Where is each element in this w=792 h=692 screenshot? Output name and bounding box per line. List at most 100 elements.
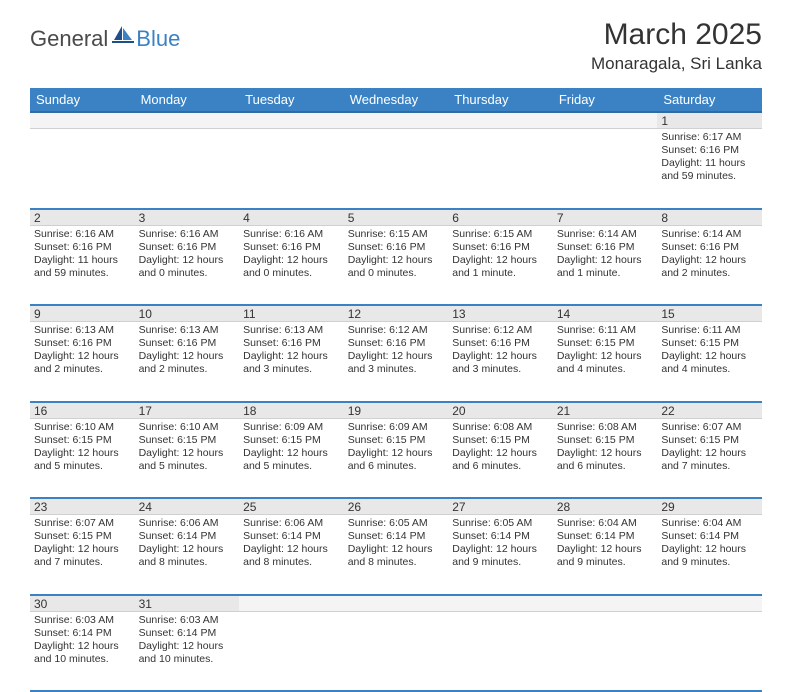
day-number: 31 bbox=[135, 595, 240, 612]
daylight-text: Daylight: 12 hours and 4 minutes. bbox=[557, 350, 654, 376]
sunset-text: Sunset: 6:16 PM bbox=[348, 337, 445, 350]
day-number: 11 bbox=[239, 305, 344, 322]
day-number: 3 bbox=[135, 209, 240, 226]
content-row: Sunrise: 6:17 AMSunset: 6:16 PMDaylight:… bbox=[30, 129, 762, 209]
day-number: 5 bbox=[344, 209, 449, 226]
sunset-text: Sunset: 6:16 PM bbox=[661, 144, 758, 157]
daylight-text: Daylight: 12 hours and 2 minutes. bbox=[34, 350, 131, 376]
sunset-text: Sunset: 6:16 PM bbox=[557, 241, 654, 254]
day-content: Sunrise: 6:12 AMSunset: 6:16 PMDaylight:… bbox=[344, 322, 449, 402]
daynum-row: 23242526272829 bbox=[30, 498, 762, 515]
day-number: 28 bbox=[553, 498, 658, 515]
daylight-text: Daylight: 12 hours and 0 minutes. bbox=[348, 254, 445, 280]
sunrise-text: Sunrise: 6:17 AM bbox=[661, 131, 758, 144]
sunrise-text: Sunrise: 6:13 AM bbox=[139, 324, 236, 337]
sunset-text: Sunset: 6:14 PM bbox=[661, 530, 758, 543]
daynum-row: 16171819202122 bbox=[30, 402, 762, 419]
day-content: Sunrise: 6:06 AMSunset: 6:14 PMDaylight:… bbox=[135, 515, 240, 595]
day-content: Sunrise: 6:13 AMSunset: 6:16 PMDaylight:… bbox=[135, 322, 240, 402]
day-content: Sunrise: 6:05 AMSunset: 6:14 PMDaylight:… bbox=[448, 515, 553, 595]
calendar-body: 1Sunrise: 6:17 AMSunset: 6:16 PMDaylight… bbox=[30, 112, 762, 691]
empty-cell bbox=[135, 129, 240, 209]
empty-daynum bbox=[239, 595, 344, 612]
sunrise-text: Sunrise: 6:07 AM bbox=[34, 517, 131, 530]
day-number: 2 bbox=[30, 209, 135, 226]
daylight-text: Daylight: 12 hours and 10 minutes. bbox=[34, 640, 131, 666]
day-content: Sunrise: 6:16 AMSunset: 6:16 PMDaylight:… bbox=[239, 225, 344, 305]
day-content: Sunrise: 6:08 AMSunset: 6:15 PMDaylight:… bbox=[448, 418, 553, 498]
daylight-text: Daylight: 12 hours and 9 minutes. bbox=[452, 543, 549, 569]
month-title: March 2025 bbox=[591, 18, 762, 52]
sunrise-text: Sunrise: 6:15 AM bbox=[348, 228, 445, 241]
weekday-header: Wednesday bbox=[344, 88, 449, 112]
day-content: Sunrise: 6:16 AMSunset: 6:16 PMDaylight:… bbox=[30, 225, 135, 305]
daylight-text: Daylight: 12 hours and 6 minutes. bbox=[557, 447, 654, 473]
daylight-text: Daylight: 12 hours and 2 minutes. bbox=[139, 350, 236, 376]
day-content: Sunrise: 6:04 AMSunset: 6:14 PMDaylight:… bbox=[657, 515, 762, 595]
empty-daynum bbox=[448, 112, 553, 129]
daylight-text: Daylight: 12 hours and 0 minutes. bbox=[139, 254, 236, 280]
sunrise-text: Sunrise: 6:16 AM bbox=[243, 228, 340, 241]
daylight-text: Daylight: 12 hours and 9 minutes. bbox=[661, 543, 758, 569]
logo-text-general: General bbox=[30, 26, 108, 52]
content-row: Sunrise: 6:03 AMSunset: 6:14 PMDaylight:… bbox=[30, 611, 762, 691]
weekday-header: Saturday bbox=[657, 88, 762, 112]
sunrise-text: Sunrise: 6:12 AM bbox=[452, 324, 549, 337]
empty-cell bbox=[344, 129, 449, 209]
day-number: 21 bbox=[553, 402, 658, 419]
weekday-header: Tuesday bbox=[239, 88, 344, 112]
content-row: Sunrise: 6:16 AMSunset: 6:16 PMDaylight:… bbox=[30, 225, 762, 305]
day-content: Sunrise: 6:04 AMSunset: 6:14 PMDaylight:… bbox=[553, 515, 658, 595]
sunset-text: Sunset: 6:16 PM bbox=[34, 241, 131, 254]
daylight-text: Daylight: 12 hours and 8 minutes. bbox=[348, 543, 445, 569]
calendar-table: SundayMondayTuesdayWednesdayThursdayFrid… bbox=[30, 88, 762, 692]
day-number: 20 bbox=[448, 402, 553, 419]
sunset-text: Sunset: 6:16 PM bbox=[139, 337, 236, 350]
sunset-text: Sunset: 6:15 PM bbox=[661, 337, 758, 350]
sunrise-text: Sunrise: 6:08 AM bbox=[452, 421, 549, 434]
daylight-text: Daylight: 12 hours and 6 minutes. bbox=[452, 447, 549, 473]
daylight-text: Daylight: 12 hours and 3 minutes. bbox=[452, 350, 549, 376]
empty-daynum bbox=[30, 112, 135, 129]
day-content: Sunrise: 6:16 AMSunset: 6:16 PMDaylight:… bbox=[135, 225, 240, 305]
empty-cell bbox=[553, 611, 658, 691]
empty-daynum bbox=[448, 595, 553, 612]
day-number: 10 bbox=[135, 305, 240, 322]
brand-logo: General Blue bbox=[30, 24, 180, 53]
day-content: Sunrise: 6:08 AMSunset: 6:15 PMDaylight:… bbox=[553, 418, 658, 498]
empty-cell bbox=[344, 611, 449, 691]
daylight-text: Daylight: 12 hours and 1 minute. bbox=[452, 254, 549, 280]
sunset-text: Sunset: 6:14 PM bbox=[348, 530, 445, 543]
day-number: 30 bbox=[30, 595, 135, 612]
day-content: Sunrise: 6:07 AMSunset: 6:15 PMDaylight:… bbox=[30, 515, 135, 595]
daylight-text: Daylight: 11 hours and 59 minutes. bbox=[661, 157, 758, 183]
day-number: 7 bbox=[553, 209, 658, 226]
sunrise-text: Sunrise: 6:06 AM bbox=[243, 517, 340, 530]
day-content: Sunrise: 6:10 AMSunset: 6:15 PMDaylight:… bbox=[135, 418, 240, 498]
sunrise-text: Sunrise: 6:05 AM bbox=[348, 517, 445, 530]
weekday-header-row: SundayMondayTuesdayWednesdayThursdayFrid… bbox=[30, 88, 762, 112]
sunrise-text: Sunrise: 6:07 AM bbox=[661, 421, 758, 434]
daylight-text: Daylight: 12 hours and 1 minute. bbox=[557, 254, 654, 280]
sunset-text: Sunset: 6:14 PM bbox=[557, 530, 654, 543]
sunset-text: Sunset: 6:16 PM bbox=[452, 337, 549, 350]
day-number: 1 bbox=[657, 112, 762, 129]
sunrise-text: Sunrise: 6:04 AM bbox=[661, 517, 758, 530]
sunrise-text: Sunrise: 6:11 AM bbox=[557, 324, 654, 337]
sunset-text: Sunset: 6:16 PM bbox=[661, 241, 758, 254]
day-number: 13 bbox=[448, 305, 553, 322]
daylight-text: Daylight: 12 hours and 9 minutes. bbox=[557, 543, 654, 569]
sunset-text: Sunset: 6:15 PM bbox=[348, 434, 445, 447]
day-number: 14 bbox=[553, 305, 658, 322]
empty-daynum bbox=[344, 112, 449, 129]
sunset-text: Sunset: 6:14 PM bbox=[34, 627, 131, 640]
day-number: 24 bbox=[135, 498, 240, 515]
sunrise-text: Sunrise: 6:11 AM bbox=[661, 324, 758, 337]
day-number: 19 bbox=[344, 402, 449, 419]
daylight-text: Daylight: 12 hours and 5 minutes. bbox=[34, 447, 131, 473]
sunrise-text: Sunrise: 6:06 AM bbox=[139, 517, 236, 530]
content-row: Sunrise: 6:13 AMSunset: 6:16 PMDaylight:… bbox=[30, 322, 762, 402]
day-content: Sunrise: 6:09 AMSunset: 6:15 PMDaylight:… bbox=[239, 418, 344, 498]
day-content: Sunrise: 6:14 AMSunset: 6:16 PMDaylight:… bbox=[553, 225, 658, 305]
day-content: Sunrise: 6:15 AMSunset: 6:16 PMDaylight:… bbox=[344, 225, 449, 305]
